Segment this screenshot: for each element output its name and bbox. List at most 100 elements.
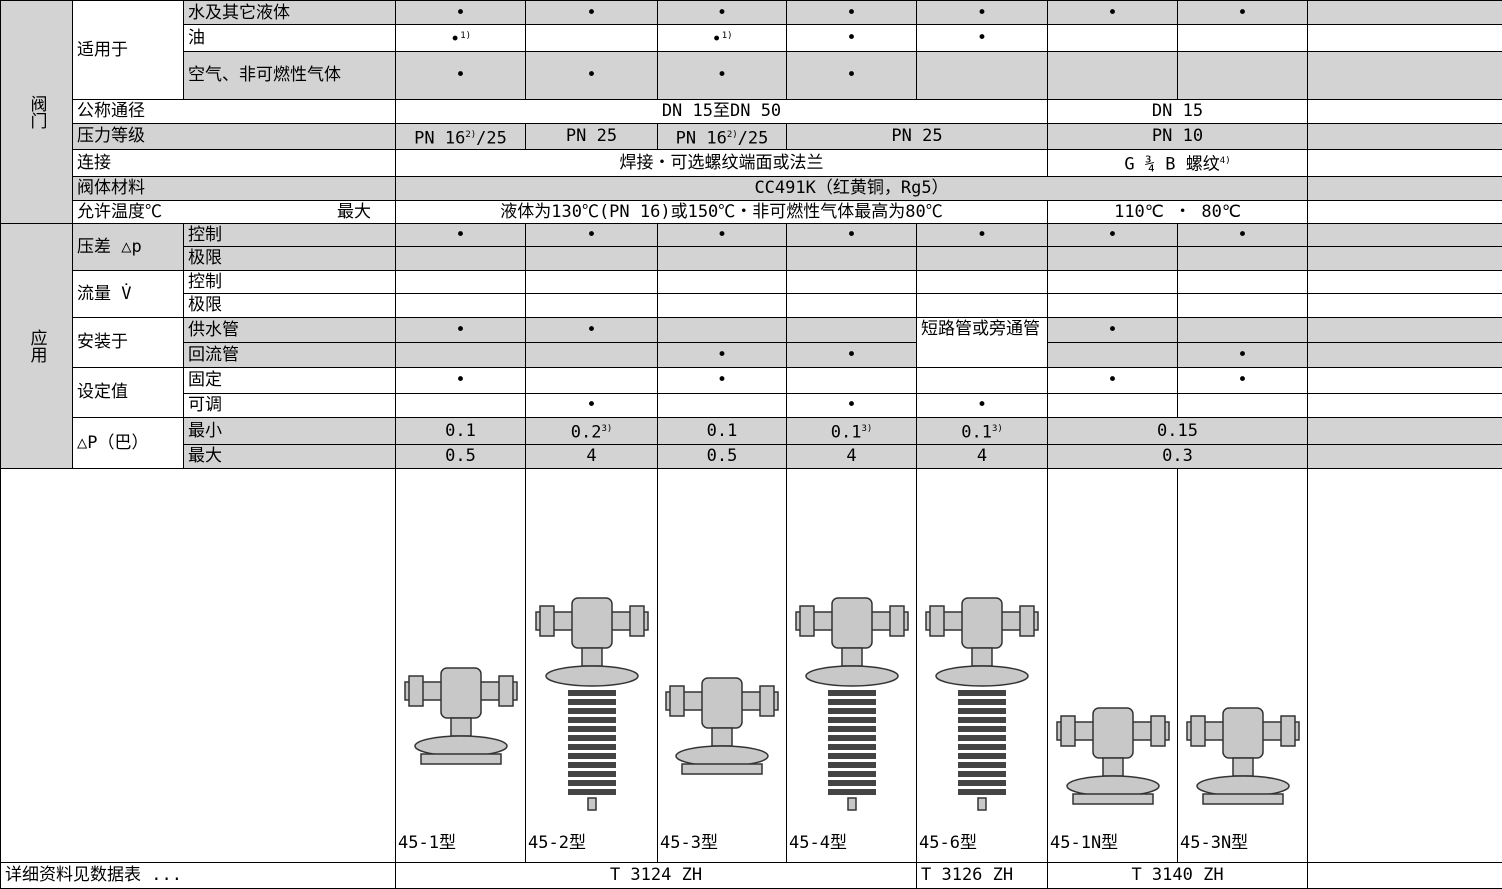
cell: 设定值: [73, 367, 184, 417]
spring: [958, 717, 1006, 723]
cell: [1178, 270, 1308, 293]
flange: [800, 606, 814, 636]
spring: [568, 708, 616, 714]
valve-image: [922, 592, 1042, 812]
cell: 详细资料见数据表 ...: [1, 862, 396, 888]
cell: 0.1: [658, 417, 787, 444]
row: 极限: [1, 293, 1502, 317]
cell: [787, 270, 917, 293]
cell: [1308, 468, 1502, 862]
cell: •: [658, 367, 787, 393]
cell: •: [787, 393, 917, 417]
footnote-mark: 1): [460, 31, 471, 41]
spring: [828, 708, 876, 714]
cell: 最小: [184, 417, 396, 444]
model-label: 45-3N型: [1180, 832, 1305, 854]
cell: PN 25: [526, 123, 658, 150]
cell: 4: [787, 444, 917, 468]
footnote-mark: 2): [727, 130, 738, 140]
cell: [1308, 200, 1502, 223]
cell: •: [787, 223, 917, 246]
cell: [1308, 444, 1502, 468]
cell: [1308, 417, 1502, 444]
model-label: 45-3型: [660, 832, 784, 854]
spring: [958, 744, 1006, 750]
cell: •: [1178, 367, 1308, 393]
footnote-mark: 3): [861, 424, 872, 434]
model-label: 45-2型: [528, 832, 655, 854]
cell-text: G ¾ B 螺纹: [1124, 155, 1219, 175]
cell: 应用: [1, 223, 73, 468]
model-label: 45-4型: [789, 832, 914, 854]
cell: 110℃ ・ 80℃: [1048, 200, 1308, 223]
cell: 45-3型: [658, 468, 787, 862]
flange: [890, 606, 904, 636]
cell: [1308, 293, 1502, 317]
flange: [1061, 716, 1075, 746]
cell: 回流管: [184, 342, 396, 367]
cell: [787, 293, 917, 317]
valve-image: [1183, 702, 1303, 812]
row: 油•1)•1)••: [1, 25, 1502, 52]
cell: G ¾ B 螺纹4): [1048, 150, 1308, 177]
cell-text: PN 16: [414, 128, 465, 148]
cell: [917, 51, 1048, 99]
spring: [828, 771, 876, 777]
neck: [451, 718, 471, 736]
cell: [658, 317, 787, 342]
label: 允许温度℃: [77, 202, 162, 222]
body: [441, 668, 481, 718]
cell: [396, 293, 526, 317]
cell: •: [396, 317, 526, 342]
cell: 0.5: [396, 444, 526, 468]
cell: 压差 △p: [73, 223, 184, 270]
spring: [828, 690, 876, 696]
spring: [828, 717, 876, 723]
cell: •: [787, 51, 917, 99]
cell: [1308, 270, 1502, 293]
cell: 短路管或旁通管: [917, 317, 1048, 367]
cell: 连接: [73, 150, 396, 177]
diaphragm: [1197, 776, 1289, 796]
model-label: 45-6型: [919, 832, 1045, 854]
base: [1203, 794, 1283, 804]
valve-image: [662, 672, 782, 812]
valve-image: [792, 592, 912, 812]
cell: PN 162)/25: [658, 123, 787, 150]
cell: •: [1048, 317, 1178, 342]
diaphragm: [936, 666, 1028, 686]
cell: [396, 342, 526, 367]
cell: [1048, 51, 1178, 99]
stem: [588, 798, 596, 810]
cell: •: [1178, 342, 1308, 367]
row: 空气、非可燃性气体••••: [1, 51, 1502, 99]
flange: [1191, 716, 1205, 746]
cell: •: [658, 1, 787, 25]
flange: [1151, 716, 1165, 746]
cell: 0.15: [1048, 417, 1308, 444]
spring: [568, 789, 616, 795]
cell: •: [396, 223, 526, 246]
cell: 4: [917, 444, 1048, 468]
cell: •: [396, 367, 526, 393]
cell: 控制: [184, 223, 396, 246]
cell: [917, 270, 1048, 293]
cell: T 3124 ZH: [396, 862, 917, 888]
cell: 阀门: [1, 1, 73, 224]
cell: •1): [658, 25, 787, 52]
cell: [1308, 223, 1502, 246]
cell: [1308, 862, 1502, 888]
row: 回流管•••: [1, 342, 1502, 367]
spring: [958, 780, 1006, 786]
cell-text: •: [450, 30, 460, 50]
cell: •: [396, 1, 526, 25]
cell: 0.1: [396, 417, 526, 444]
cell: 液体为130℃(PN 16)或150℃・非可燃性气体最高为80℃: [396, 200, 1048, 223]
cell: 最大: [184, 444, 396, 468]
flange: [630, 606, 644, 636]
cell: 45-3N型: [1178, 468, 1308, 862]
